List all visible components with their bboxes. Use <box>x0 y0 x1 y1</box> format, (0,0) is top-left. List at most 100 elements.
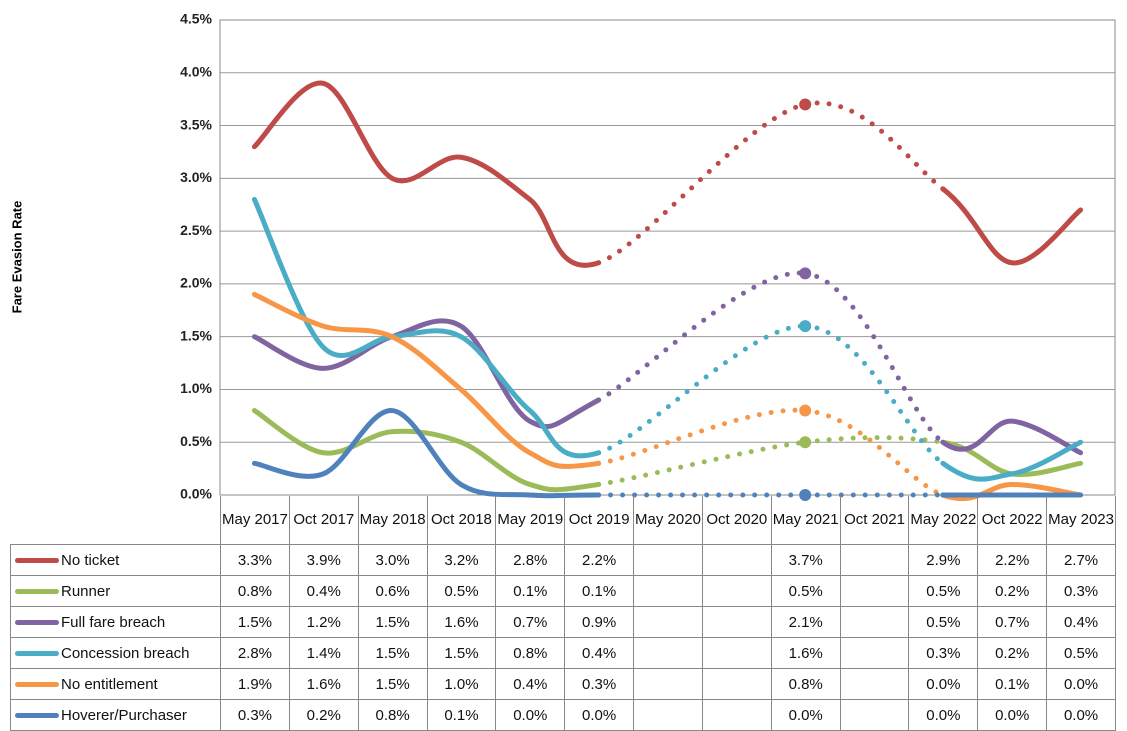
table-cell <box>701 699 772 731</box>
table-cell: 3.0% <box>357 544 428 576</box>
table-cell <box>633 606 703 638</box>
legend-key <box>15 558 59 564</box>
y-tick-label: 3.0% <box>180 169 212 185</box>
gap-connector <box>802 100 946 192</box>
y-tick-label: 2.0% <box>180 275 212 291</box>
x-tick-label: May 2020 <box>633 496 703 545</box>
table-cell <box>839 699 910 731</box>
x-tick-label: Oct 2021 <box>839 496 910 545</box>
y-tick-label: 4.5% <box>180 11 212 27</box>
table-row: No ticket 3.3% 3.9% 3.0% 3.2% 2.8% 2.2% 3.7% 2.9… <box>10 544 1116 576</box>
table-cell: 0.9% <box>564 606 635 638</box>
table-cell: 1.6% <box>770 637 841 669</box>
table-cell: 0.6% <box>357 575 428 607</box>
table-cell: 2.1% <box>770 606 841 638</box>
legend-label: Full fare breach <box>61 613 166 631</box>
x-tick-label: May 2019 <box>495 496 566 545</box>
table-row: Full fare breach 1.5% 1.2% 1.5% 1.6% 0.7% 0.9%… <box>10 606 1116 638</box>
plot-frame <box>219 19 1116 496</box>
y-tick-label: 1.0% <box>180 380 212 396</box>
table-cell: 1.5% <box>357 668 428 700</box>
table-cell <box>839 637 910 669</box>
y-tick-label: 3.5% <box>180 116 212 132</box>
table-cell <box>633 544 703 576</box>
table-cell <box>633 699 703 731</box>
series-line <box>940 186 1084 266</box>
table-cell: 0.3% <box>908 637 979 669</box>
table-cell: 3.9% <box>288 544 359 576</box>
x-tick-label: Oct 2020 <box>701 496 772 545</box>
table-cell: 0.0% <box>495 699 566 731</box>
table-cell: 1.5% <box>220 606 290 638</box>
table-cell: 0.7% <box>977 606 1048 638</box>
table-cell: 0.0% <box>1046 668 1116 700</box>
table-cell: 0.1% <box>495 575 566 607</box>
table-cell: 0.3% <box>220 699 290 731</box>
table-cell <box>701 575 772 607</box>
series-line <box>251 318 602 430</box>
x-tick-label: Oct 2017 <box>288 496 359 545</box>
table-cell: 0.3% <box>1046 575 1116 607</box>
table-cell: 0.0% <box>908 699 979 731</box>
table-cell <box>701 544 772 576</box>
legend-entry: Runner <box>10 575 221 607</box>
gap-connector <box>596 101 808 266</box>
legend-key <box>15 651 59 657</box>
table-cell: 0.0% <box>1046 699 1116 731</box>
table-cell: 0.4% <box>1046 606 1116 638</box>
table-row: Hoverer/Purchaser 0.3% 0.2% 0.8% 0.1% 0.0% 0.0… <box>10 699 1116 731</box>
table-cell: 0.5% <box>770 575 841 607</box>
table-cell: 0.3% <box>564 668 635 700</box>
x-tick-label: May 2023 <box>1046 496 1116 545</box>
table-cell: 0.4% <box>288 575 359 607</box>
x-tick-label: May 2022 <box>908 496 979 545</box>
table-cell: 2.2% <box>564 544 635 576</box>
gap-connector <box>596 270 808 403</box>
table-row: Concession breach 2.8% 1.4% 1.5% 1.5% 0.8% 0.4… <box>10 637 1116 669</box>
x-tick-label: Oct 2022 <box>977 496 1048 545</box>
table-cell: 1.9% <box>220 668 290 700</box>
table-cell <box>633 575 703 607</box>
table-cell: 1.5% <box>426 637 497 669</box>
legend-entry: Hoverer/Purchaser <box>10 699 221 731</box>
legend-key <box>15 713 59 719</box>
table-cell: 2.9% <box>908 544 979 576</box>
table-cell <box>701 668 772 700</box>
table-cell: 0.8% <box>220 575 290 607</box>
table-cell: 2.2% <box>977 544 1048 576</box>
table-cell <box>839 575 910 607</box>
table-cell: 0.0% <box>564 699 635 731</box>
table-cell: 0.4% <box>495 668 566 700</box>
gap-connector <box>596 439 808 487</box>
table-cell: 0.8% <box>357 699 428 731</box>
data-table: May 2017 Oct 2017 May 2018 Oct 2018 May 2019… <box>10 496 1116 731</box>
table-cell: 2.7% <box>1046 544 1116 576</box>
table-cell: 0.8% <box>495 637 566 669</box>
table-cell: 0.0% <box>770 699 841 731</box>
table-cell: 0.5% <box>1046 637 1116 669</box>
series-line <box>251 196 602 459</box>
table-cell: 1.0% <box>426 668 497 700</box>
gap-connector <box>596 407 808 466</box>
table-cell <box>701 637 772 669</box>
table-cell <box>839 606 910 638</box>
table-cell: 1.5% <box>357 637 428 669</box>
table-cell: 3.2% <box>426 544 497 576</box>
table-cell: 3.3% <box>220 544 290 576</box>
series-line <box>940 439 1084 482</box>
legend-key <box>15 682 59 688</box>
table-cell: 0.2% <box>977 575 1048 607</box>
table-cell: 0.1% <box>977 668 1048 700</box>
table-cell <box>701 606 772 638</box>
legend-key <box>15 620 59 626</box>
table-cell: 1.2% <box>288 606 359 638</box>
series-line <box>940 418 1084 456</box>
legend-entry: No ticket <box>10 544 221 576</box>
legend-label: Runner <box>61 582 111 600</box>
table-cell: 1.6% <box>288 668 359 700</box>
series-line <box>251 408 602 499</box>
table-cell: 2.8% <box>495 544 566 576</box>
table-cell: 0.4% <box>564 637 635 669</box>
series-line <box>251 80 602 268</box>
